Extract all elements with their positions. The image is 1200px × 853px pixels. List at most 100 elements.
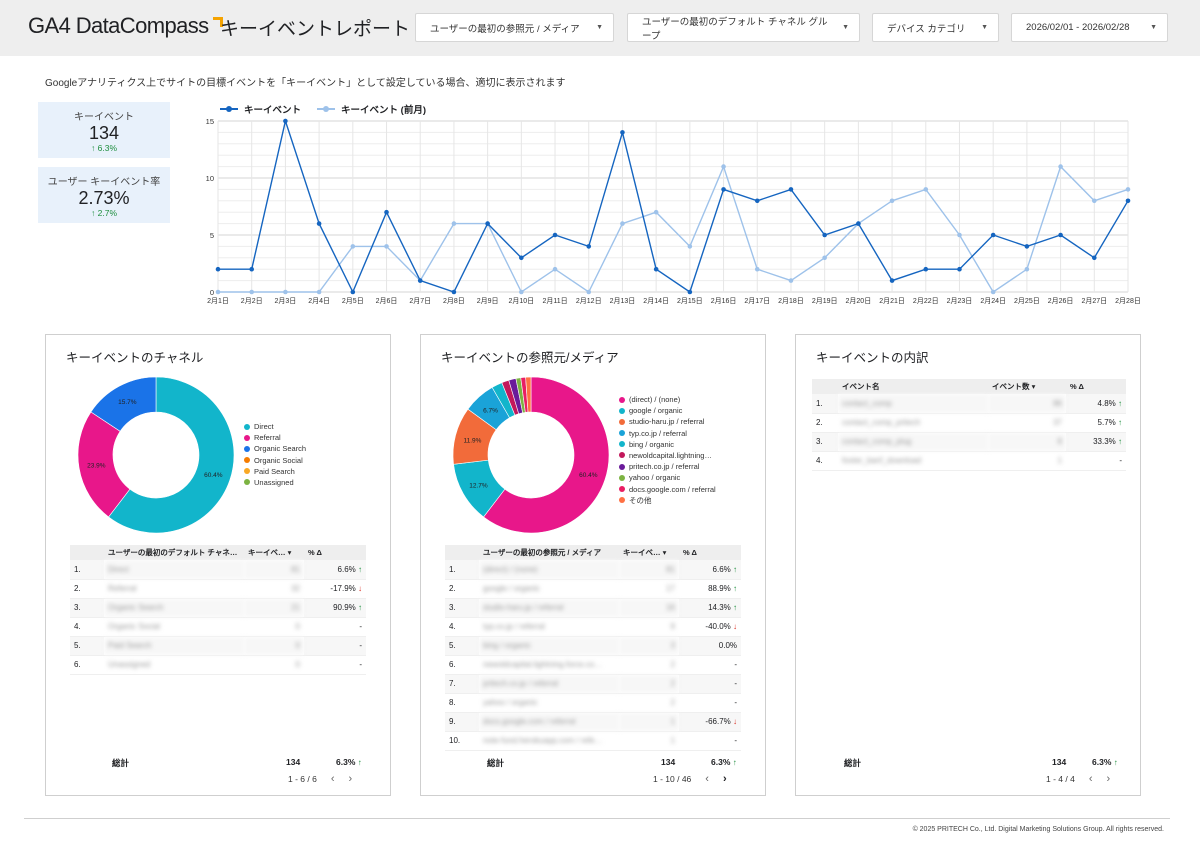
- table-row[interactable]: 4. typ.co.jp / referral 9 -40.0% ↓: [445, 617, 741, 637]
- date-range-picker[interactable]: 2026/02/01 - 2026/02/28 ▼: [1011, 13, 1168, 42]
- legend-item[interactable]: Referral: [244, 433, 306, 442]
- data-point[interactable]: [586, 289, 592, 295]
- data-point[interactable]: [990, 232, 996, 238]
- table-row[interactable]: 7. pritech.co.jp / referral 2-: [445, 674, 741, 694]
- data-point[interactable]: [519, 255, 524, 261]
- filter-source-medium[interactable]: ユーザーの最初の参照元 / メディア ▼: [415, 13, 614, 42]
- data-point[interactable]: [687, 244, 693, 249]
- data-point[interactable]: [316, 221, 322, 226]
- data-point[interactable]: [350, 244, 356, 249]
- table-row[interactable]: 9. docs.google.com / referral 1 -66.7% ↓: [445, 712, 741, 732]
- data-point[interactable]: [1091, 198, 1097, 204]
- column-header[interactable]: % Δ: [304, 545, 366, 560]
- legend-item[interactable]: Paid Search: [244, 467, 306, 476]
- column-header[interactable]: イベント数 ▾: [988, 379, 1066, 394]
- data-point[interactable]: [788, 278, 794, 283]
- legend-item-current[interactable]: キーイベント: [220, 102, 301, 116]
- data-point[interactable]: [687, 289, 693, 295]
- pie-slice[interactable]: [525, 376, 532, 413]
- data-point[interactable]: [552, 266, 558, 272]
- column-header[interactable]: ユーザーの最初のデフォルト チャネ…: [104, 545, 244, 560]
- legend-item[interactable]: typ.co.jp / referral: [619, 429, 739, 438]
- table-row[interactable]: 1. (direct) / (none) 81 6.6% ↑: [445, 560, 741, 580]
- data-point[interactable]: [620, 221, 625, 226]
- data-point[interactable]: [754, 198, 760, 204]
- data-point[interactable]: [889, 198, 895, 204]
- data-point[interactable]: [283, 289, 288, 295]
- data-point[interactable]: [519, 289, 524, 295]
- table-row[interactable]: 10. note-fund.herokuapp.com / refe… 1-: [445, 731, 741, 751]
- data-point[interactable]: [754, 266, 760, 272]
- column-header[interactable]: ユーザーの最初の参照元 / メディア: [479, 545, 619, 560]
- data-point[interactable]: [1125, 187, 1131, 192]
- data-point[interactable]: [451, 221, 457, 226]
- data-point[interactable]: [283, 118, 288, 124]
- data-point[interactable]: [316, 289, 322, 295]
- legend-item[interactable]: Unassigned: [244, 478, 306, 487]
- data-point[interactable]: [822, 255, 827, 261]
- data-point[interactable]: [350, 289, 356, 295]
- table-row[interactable]: 1. Direct 81 6.6% ↑: [70, 560, 366, 580]
- data-point[interactable]: [552, 232, 558, 238]
- column-header[interactable]: イベント名: [838, 379, 988, 394]
- legend-item[interactable]: docs.google.com / referral: [619, 485, 739, 494]
- filter-channel-group[interactable]: ユーザーの最初のデフォルト チャネル グループ ▼: [627, 13, 860, 42]
- table-row[interactable]: 1. contact_comp 86 4.8% ↑: [812, 394, 1126, 414]
- next-page-icon[interactable]: ›: [1106, 773, 1111, 785]
- data-point[interactable]: [653, 266, 659, 272]
- legend-item[interactable]: bing / organic: [619, 440, 739, 449]
- data-point[interactable]: [1091, 255, 1097, 261]
- pie-slice[interactable]: [90, 376, 157, 432]
- data-point[interactable]: [384, 209, 389, 215]
- data-point[interactable]: [957, 232, 962, 238]
- data-point[interactable]: [856, 221, 861, 226]
- prev-page-icon[interactable]: ‹: [705, 773, 709, 785]
- next-page-icon[interactable]: ›: [348, 773, 353, 785]
- legend-item[interactable]: Direct: [244, 422, 306, 431]
- legend-item[interactable]: pritech.co.jp / referral: [619, 462, 739, 471]
- data-point[interactable]: [1024, 266, 1030, 272]
- column-header[interactable]: キーイベ… ▾: [619, 545, 679, 560]
- table-row[interactable]: 6. Unassigned 0-: [70, 655, 366, 675]
- table-row[interactable]: 6. newoldcapital.lightning.force.co… 2-: [445, 655, 741, 675]
- data-point[interactable]: [215, 289, 221, 295]
- legend-item[interactable]: Organic Social: [244, 456, 306, 465]
- data-point[interactable]: [923, 266, 929, 272]
- table-row[interactable]: 4. footer_banf_download 1-: [812, 451, 1126, 471]
- table-row[interactable]: 3. studio-haru.jp / referral 16 14.3% ↑: [445, 598, 741, 618]
- legend-item[interactable]: google / organic: [619, 406, 739, 415]
- data-point[interactable]: [586, 244, 592, 249]
- data-point[interactable]: [384, 244, 389, 249]
- filter-device-category[interactable]: デバイス カテゴリ ▼: [872, 13, 999, 42]
- data-point[interactable]: [215, 266, 221, 272]
- data-point[interactable]: [788, 187, 794, 192]
- data-point[interactable]: [822, 232, 827, 238]
- legend-item[interactable]: studio-haru.jp / referral: [619, 417, 739, 426]
- data-point[interactable]: [653, 209, 659, 215]
- column-header[interactable]: % Δ: [1066, 379, 1126, 394]
- table-row[interactable]: 4. Organic Social 0-: [70, 617, 366, 637]
- pie-slice[interactable]: [483, 376, 610, 534]
- data-point[interactable]: [957, 266, 962, 272]
- column-header[interactable]: % Δ: [679, 545, 741, 560]
- data-point[interactable]: [721, 164, 726, 169]
- table-row[interactable]: 2. contact_comp_pritech 37 5.7% ↑: [812, 413, 1126, 433]
- data-point[interactable]: [485, 221, 490, 226]
- column-header[interactable]: キーイベ… ▾: [244, 545, 304, 560]
- legend-item-previous[interactable]: キーイベント (前月): [317, 102, 426, 116]
- table-row[interactable]: 3. Organic Search 21 90.9% ↑: [70, 598, 366, 618]
- legend-item[interactable]: Organic Search: [244, 444, 306, 453]
- table-row[interactable]: 5. bing / organic 3 0.0%: [445, 636, 741, 656]
- table-row[interactable]: 5. Paid Search 0-: [70, 636, 366, 656]
- legend-item[interactable]: その他: [619, 496, 739, 505]
- data-point[interactable]: [249, 289, 255, 295]
- data-point[interactable]: [417, 278, 423, 283]
- table-row[interactable]: 2. google / organic 17 88.9% ↑: [445, 579, 741, 599]
- data-point[interactable]: [990, 289, 996, 295]
- data-point[interactable]: [451, 289, 457, 295]
- data-point[interactable]: [620, 130, 625, 135]
- data-point[interactable]: [889, 278, 895, 283]
- table-row[interactable]: 8. yahoo / organic 2-: [445, 693, 741, 713]
- data-point[interactable]: [249, 266, 255, 272]
- data-point[interactable]: [1024, 244, 1030, 249]
